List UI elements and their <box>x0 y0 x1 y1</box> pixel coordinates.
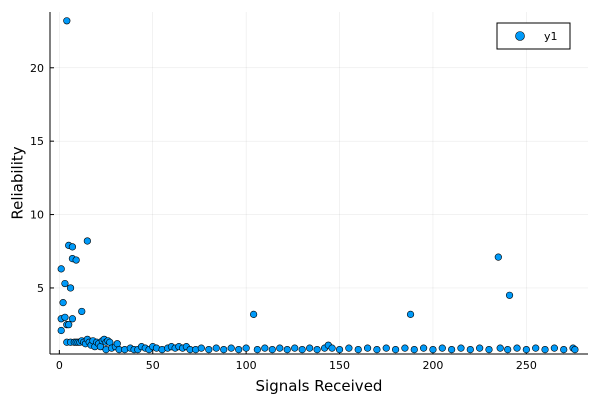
data-point-100 <box>494 253 502 261</box>
legend: y1 <box>496 22 571 50</box>
data-point-94 <box>438 344 446 352</box>
data-point-69 <box>250 310 258 318</box>
data-point-83 <box>345 344 353 352</box>
grid-lines <box>50 12 588 354</box>
data-point-104 <box>513 344 521 352</box>
legend-box <box>496 22 571 50</box>
data-point-25 <box>83 237 91 245</box>
data-points <box>57 17 579 354</box>
y-axis-ticks: 5 10 15 20 <box>30 62 54 295</box>
data-point-72 <box>268 345 276 354</box>
data-point-70 <box>253 345 261 354</box>
data-point-17 <box>72 256 80 264</box>
data-point-75 <box>291 344 299 352</box>
data-point-107 <box>541 345 549 354</box>
data-point-66 <box>227 344 235 352</box>
data-point-1 <box>57 265 65 273</box>
data-point-64 <box>212 344 220 352</box>
x-axis-title: Signals Received <box>256 377 383 395</box>
data-point-89 <box>401 344 409 352</box>
legend-marker <box>515 31 525 41</box>
data-point-108 <box>550 344 558 352</box>
data-point-88 <box>391 345 400 354</box>
data-point-14 <box>68 315 77 323</box>
data-point-98 <box>476 344 484 352</box>
x-tick-label-3: 150 <box>329 359 350 372</box>
data-point-106 <box>532 344 540 352</box>
data-point-73 <box>276 344 284 352</box>
data-point-3 <box>59 299 67 307</box>
data-point-92 <box>420 344 428 352</box>
data-point-4 <box>61 279 69 288</box>
data-point-95 <box>448 345 456 354</box>
data-point-67 <box>235 345 243 354</box>
y-axis-title: Reliability <box>8 146 26 219</box>
x-axis-ticks: 0 50 100 150 200 250 <box>56 350 537 372</box>
x-tick-label-5: 250 <box>516 359 537 372</box>
data-point-63 <box>205 345 213 354</box>
data-point-102 <box>504 345 512 354</box>
data-point-77 <box>306 344 314 352</box>
x-tick-label-1: 50 <box>146 359 160 372</box>
data-point-101 <box>496 344 504 352</box>
data-point-111 <box>571 345 579 354</box>
data-point-85 <box>363 344 372 352</box>
x-tick-label-2: 100 <box>236 359 257 372</box>
data-point-84 <box>354 345 362 354</box>
data-point-87 <box>382 344 390 352</box>
data-point-13 <box>68 243 77 251</box>
data-point-103 <box>505 291 514 299</box>
data-point-11 <box>66 284 75 292</box>
y-tick-label-0: 5 <box>37 282 44 295</box>
data-point-105 <box>522 345 530 354</box>
data-point-96 <box>457 344 465 352</box>
legend-label: y1 <box>544 30 558 43</box>
y-tick-label-1: 10 <box>30 209 44 222</box>
y-tick-label-3: 20 <box>30 62 44 75</box>
data-point-68 <box>242 344 250 352</box>
axes <box>49 12 588 355</box>
data-point-10 <box>65 321 73 329</box>
data-point-74 <box>283 345 291 354</box>
data-point-78 <box>313 345 321 354</box>
x-tick-label-4: 200 <box>422 359 443 372</box>
data-point-0 <box>57 326 65 335</box>
x-tick-label-0: 0 <box>56 359 63 372</box>
data-point-6 <box>63 17 71 25</box>
data-point-82 <box>335 345 344 354</box>
data-point-86 <box>373 345 381 354</box>
data-point-71 <box>261 344 269 352</box>
data-point-93 <box>429 345 437 354</box>
data-point-62 <box>197 344 205 352</box>
y-tick-label-2: 15 <box>30 135 44 148</box>
data-point-76 <box>298 345 306 354</box>
data-point-91 <box>410 345 418 354</box>
data-point-65 <box>220 345 228 354</box>
data-point-81 <box>328 344 336 352</box>
data-point-109 <box>560 345 568 354</box>
data-point-99 <box>485 345 493 354</box>
data-point-21 <box>78 307 86 316</box>
data-point-97 <box>466 345 474 354</box>
data-point-90 <box>406 310 415 318</box>
data-point-5 <box>61 313 69 321</box>
